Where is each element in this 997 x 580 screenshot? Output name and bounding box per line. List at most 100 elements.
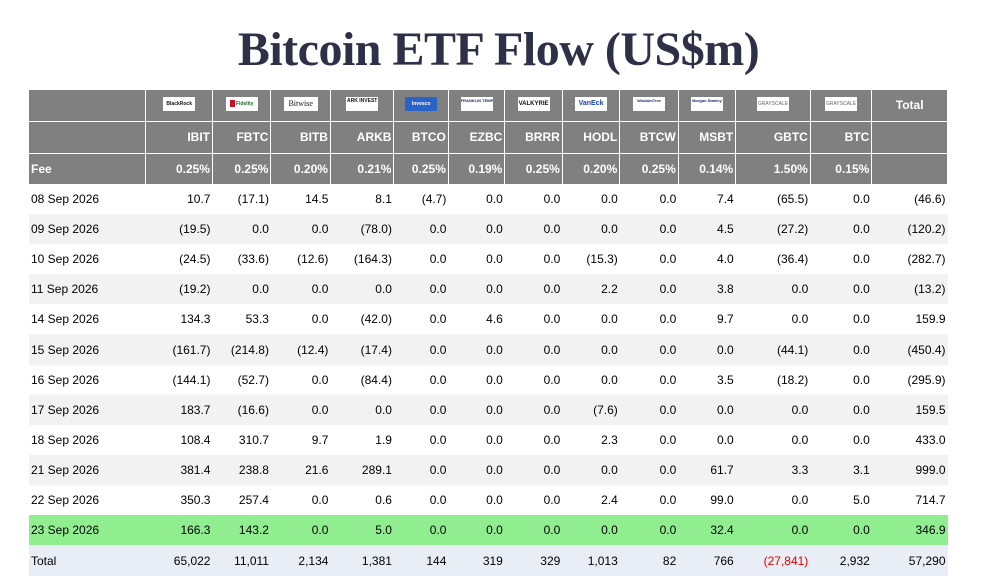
flow-value: 166.3 [145,515,213,546]
flow-value: 2.3 [601,432,618,447]
flow-value: 0.0 [311,492,329,507]
flow-value: 0.0 [562,334,620,365]
table-row: 14 Sep 2026 134.3 53.3 0.0 (42.0) 0.0 4.6 0.0 0.… [29,304,948,334]
flow-value: 0.0 [393,334,449,365]
ticker-label-cell [29,120,147,153]
franklin-templeton-logo-icon: FRANKLIN TEMPLETON [460,96,493,111]
flow-value: 0.0 [659,252,677,267]
flow-value: 0.0 [504,515,563,546]
total-value: 329 [504,545,563,577]
flow-value: 5.0 [853,492,870,507]
flow-value: 183.7 [145,394,213,425]
flow-value: 0.0 [393,214,449,245]
issuer-logo-cell: BlackRock [145,90,213,121]
total-column-header: Total [871,90,948,121]
etf-flow-table: BlackRock Fidelity Bitwise ARK INVEST Invesc… [29,90,948,577]
table-row: 18 Sep 2026 108.4 310.7 9.7 1.9 0.0 0.0 0.0 2.3 0… [29,425,948,455]
flow-value: 0.0 [429,492,447,507]
totals-row: Total 65,022 11,011 2,134 1,381 144 319 329 1,01… [29,545,948,577]
valkyrie-logo-icon: VALKYRIE [517,96,550,111]
row-total: (120.2) [871,214,948,245]
flow-value: 0.0 [543,432,561,447]
flow-value: 3.3 [735,454,811,485]
flow-value: 0.6 [375,492,392,507]
fee-total-cell [871,152,948,184]
flow-value: 3.5 [717,372,734,387]
row-total: (295.9) [907,372,946,387]
ticker-header: HODL [562,120,621,153]
flow-value: 0.0 [853,252,870,267]
issuer-logo-cell: ARK INVEST [330,90,395,121]
flow-value: 0.0 [504,274,563,305]
flow-value: (144.1) [172,372,211,387]
flow-value: 0.0 [810,274,872,305]
flow-value: 0.0 [429,372,447,387]
flow-value: 99.0 [710,492,734,507]
ticker-total-cell [871,120,948,153]
table-row: 23 Sep 2026 166.3 143.2 0.0 5.0 0.0 0.0 0.0 0.0 0… [29,515,948,546]
flow-value: 32.4 [678,515,736,546]
flow-value: 0.0 [486,192,503,207]
table-row: 09 Sep 2026 (19.5) 0.0 0.0 (78.0) 0.0 0.0 0.0 0.… [29,214,948,245]
ticker-header: ARKB [330,120,395,153]
flow-value: 0.0 [810,515,872,546]
flow-value: (36.4) [776,252,809,267]
fidelity-logo-icon: Fidelity [225,96,258,111]
flow-value: 8.1 [375,192,392,207]
row-total: (450.4) [871,334,948,365]
row-date: 15 Sep 2026 [29,334,146,365]
flow-value: 0.0 [853,372,870,387]
fee-value: 0.20% [270,152,331,184]
total-value: 82 [619,545,679,577]
flow-value: 0.0 [717,432,734,447]
fee-value: 0.25% [393,152,449,184]
flow-value: 0.0 [448,214,505,245]
table-row: 16 Sep 2026 (144.1) (52.7) 0.0 (84.4) 0.0 0.0 0… [29,365,948,395]
table-row: 17 Sep 2026 183.7 (16.6) 0.0 0.0 0.0 0.0 0.0 (7.… [29,394,948,425]
ticker-header: MSBT [678,120,737,153]
flow-value: 0.0 [448,515,505,546]
flow-value: 0.0 [448,394,505,425]
flow-value: 0.0 [619,394,679,425]
flow-value: (214.8) [212,334,271,365]
issuer-logo-cell: VALKYRIE [504,90,563,121]
flow-value: (12.4) [270,334,331,365]
flow-value: 0.0 [791,312,809,327]
flow-value: 0.0 [543,312,561,327]
row-date: 14 Sep 2026 [31,312,100,327]
ticker-header: BRRR [504,120,563,153]
flow-value: 0.0 [393,274,449,305]
ticker-header: EZBC [448,120,506,153]
table-row: 22 Sep 2026 350.3 257.4 0.0 0.6 0.0 0.0 0.0 2.4 0… [29,485,948,515]
flow-value: (78.0) [330,214,394,245]
flow-value: 0.0 [678,334,736,365]
flow-value: 0.0 [311,372,329,387]
flow-value: 0.0 [270,394,331,425]
flow-value: 4.6 [486,312,503,327]
row-total: (46.6) [914,192,946,207]
vaneck-logo-icon: VanEck [575,96,608,111]
flow-value: (42.0) [360,312,392,327]
flow-value: 134.3 [180,312,211,327]
flow-value: 0.0 [504,394,563,425]
ticker-row: IBIT FBTC BITB ARKB BTCO EZBC BRRR HODL BTCW MSBT… [29,120,948,153]
row-total: 433.0 [915,432,946,447]
page-title: Bitcoin ETF Flow (US$m) [237,23,760,76]
flow-value: 10.7 [187,192,211,207]
flow-value: (65.5) [776,192,809,207]
ticker-header: FBTC [212,120,272,153]
flow-value: 0.0 [543,252,561,267]
issuer-logo-cell: WisdomTree [619,90,679,121]
flow-value: 0.0 [543,492,561,507]
total-value: 65,022 [145,545,213,577]
flow-value: (161.7) [145,334,213,365]
flow-value: 0.0 [311,312,329,327]
flow-value: 143.2 [212,515,271,546]
flow-value: 5.0 [330,515,394,546]
total-value: 1,013 [562,545,620,577]
flow-value: 0.0 [619,454,679,485]
flow-value: 0.0 [562,454,620,485]
flow-value: (84.4) [360,372,392,387]
flow-value: 2.2 [562,274,620,305]
issuer-logo-cell: VanEck [562,90,621,121]
